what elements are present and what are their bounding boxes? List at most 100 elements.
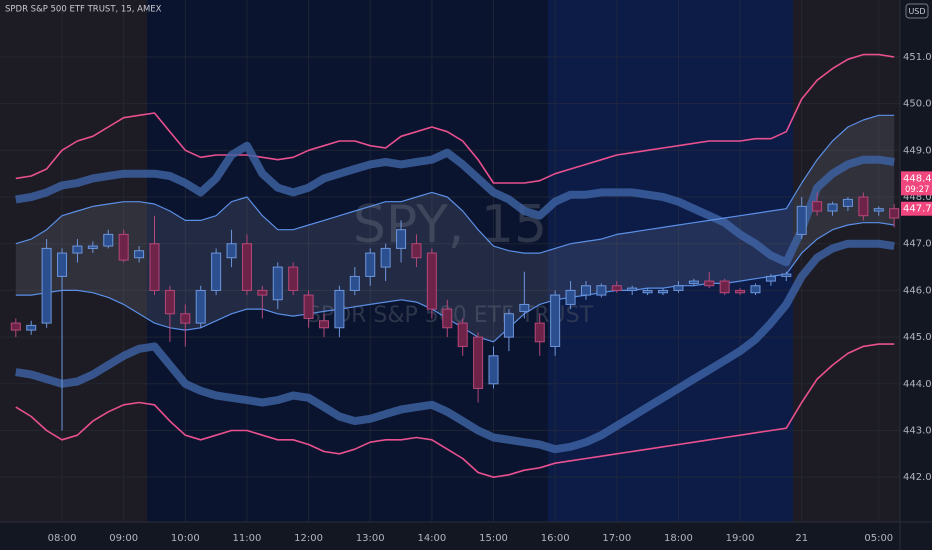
candle-body [57,252,68,277]
candle-body [103,233,114,247]
band-fill [15,115,895,342]
y-tick-label: 451.00 [903,52,932,63]
candle-body [812,201,823,212]
x-tick-label: 21 [795,533,808,544]
candle-body [842,198,853,207]
y-tick-label: 448.00 [903,192,932,203]
x-tick-label: 10:00 [171,533,200,544]
x-tick-label: 12:00 [294,533,323,544]
x-tick-label: 16:00 [541,533,570,544]
candle-body [334,289,345,329]
band-line [15,222,895,343]
countdown-label: 09:27 [905,185,930,195]
candle-body [534,322,545,343]
candle-body [349,275,360,291]
x-tick-label: 18:00 [664,533,693,544]
candle-body [719,280,730,294]
x-tick-label: 09:00 [109,533,138,544]
candle-body [87,245,98,249]
candle-body [272,266,283,301]
candle-body [704,280,715,287]
candle-body [642,289,653,294]
y-tick-label: 445.00 [903,332,932,343]
y-tick-label: 449.00 [903,145,932,156]
close-price-label: 447.75 [903,204,932,215]
candle-body [673,285,684,291]
candle-body [288,266,299,291]
candle-body [118,233,129,261]
y-tick-label: 447.00 [903,239,932,250]
price-axis [900,0,932,550]
session-overnight [793,0,900,522]
candle-body [611,285,622,291]
candle-body [658,289,669,294]
close-price-box [901,201,932,216]
band-line [15,114,895,254]
band-line [15,53,895,184]
candle-body [72,245,83,254]
grid [0,0,900,522]
candle-body [519,303,530,312]
candle-body [503,313,514,338]
x-tick-label: 05:00 [864,533,893,544]
plot [10,53,900,478]
session-post [548,0,793,522]
candle-body [550,294,561,347]
candle-body [565,289,576,305]
candle-body [765,275,776,282]
x-tick-label: 08:00 [48,533,77,544]
candle-body [365,252,376,277]
axes: 442.00 443.00 444.00 445.00 446.00 447.00 448.… [48,52,932,544]
candle-body [580,285,591,296]
candle-body [226,243,237,259]
x-tick-label: 15:00 [479,533,508,544]
band-line [15,343,895,478]
last-price-box [901,171,932,196]
candle-body [257,289,268,296]
candle-body [488,355,499,385]
x-tick-label: 11:00 [233,533,262,544]
y-tick-label: 446.00 [903,285,932,296]
last-price-label: 448.40 [903,173,932,184]
candle-body [41,247,52,324]
candle-body [796,205,807,235]
candle-body [164,289,175,315]
candle-body [781,273,792,277]
candle-body [211,252,222,291]
candle-body [319,320,329,329]
time-axis [0,522,932,550]
candle-body [750,285,761,294]
candle-body [873,208,884,212]
candle-body [411,243,422,259]
currency: USD [908,7,925,16]
candle-body [303,294,314,319]
band-line [15,141,895,267]
session-premarket [0,0,147,522]
currency-box [905,3,929,19]
y-tick-label: 443.00 [903,425,932,436]
candle-body [10,322,21,331]
candle-body [426,252,437,310]
y-tick-label: 442.00 [903,472,932,483]
candle-body [396,229,407,249]
candle-body [442,308,453,329]
x-tick-label: 17:00 [602,533,631,544]
candle-body [180,313,191,324]
candle-body [827,203,838,212]
chart-title: SPDR S&P 500 ETF TRUST, 15, AMEX [5,5,162,15]
band-line [15,239,895,454]
candle-body [627,287,638,291]
y-tick-label: 444.00 [903,379,932,390]
candle-body [195,289,206,324]
candle-body [380,247,391,268]
candle-body [688,280,699,284]
y-tick-label: 450.00 [903,99,932,110]
candle-body [473,336,484,389]
candle-body [134,250,145,259]
x-tick-label: 13:00 [356,533,385,544]
x-tick-label: 19:00 [726,533,755,544]
candle-body [26,324,37,331]
candle-body [149,243,160,291]
candle-body [735,289,746,294]
